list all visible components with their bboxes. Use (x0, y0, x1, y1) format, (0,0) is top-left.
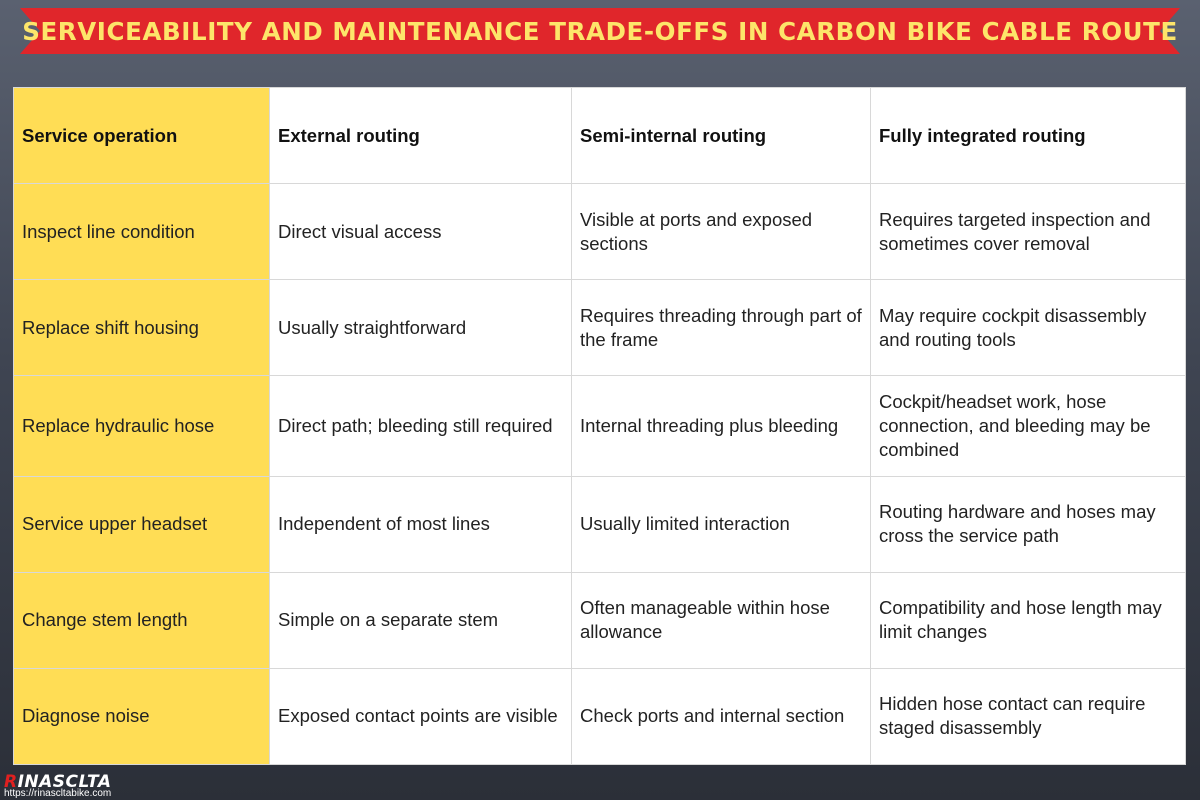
table-cell: Compatibility and hose length may limit … (870, 571, 1186, 669)
comparison-table-container: Service operation External routing Semi-… (13, 86, 1186, 766)
table-cell: Exposed contact points are visible (269, 667, 572, 766)
row-label: Replace hydraulic hose (13, 375, 270, 477)
page-title: SERVICEABILITY AND MAINTENANCE TRADE-OFF… (22, 16, 1178, 46)
table-row: Replace shift housing Usually straightfo… (13, 279, 1186, 377)
table-cell: Requires targeted inspection and sometim… (870, 183, 1186, 281)
row-label: Service upper headset (13, 475, 270, 573)
table-cell: Internal threading plus bleeding (571, 375, 871, 477)
table-cell: Hidden hose contact can require staged d… (870, 667, 1186, 766)
table-row: Inspect line condition Direct visual acc… (13, 183, 1186, 281)
row-label: Diagnose noise (13, 667, 270, 766)
logo-wordmark: RINASCLTA (4, 772, 111, 792)
row-label: Inspect line condition (13, 183, 270, 281)
brand-logo: RINASCLTA https://rinascltabike.com (4, 772, 144, 800)
table-cell: Check ports and internal section (571, 667, 871, 766)
table-cell: Cockpit/headset work, hose connection, a… (870, 375, 1186, 477)
logo-wordmark-rest: INASCLTA (17, 772, 112, 792)
table-cell: Simple on a separate stem (269, 571, 572, 669)
header-fully-integrated-routing: Fully integrated routing (870, 86, 1186, 185)
table-cell: Usually limited interaction (571, 475, 871, 573)
title-banner: SERVICEABILITY AND MAINTENANCE TRADE-OFF… (20, 8, 1180, 54)
header-semi-internal-routing: Semi-internal routing (571, 86, 871, 185)
table-cell: Routing hardware and hoses may cross the… (870, 475, 1186, 573)
table-cell: Direct visual access (269, 183, 572, 281)
table-row: Diagnose noise Exposed contact points ar… (13, 667, 1186, 766)
table-header-row: Service operation External routing Semi-… (13, 86, 1186, 185)
logo-wordmark-initial: R (4, 772, 18, 792)
table-cell: May require cockpit disassembly and rout… (870, 279, 1186, 377)
header-service-operation: Service operation (13, 86, 270, 185)
table-cell: Often manageable within hose allowance (571, 571, 871, 669)
row-label: Replace shift housing (13, 279, 270, 377)
banner-ribbon-shape (20, 8, 1180, 54)
table-row: Service upper headset Independent of mos… (13, 475, 1186, 573)
comparison-table: Service operation External routing Semi-… (13, 86, 1186, 766)
table-row: Change stem length Simple on a separate … (13, 571, 1186, 669)
table-cell: Independent of most lines (269, 475, 572, 573)
table-cell: Visible at ports and exposed sections (571, 183, 871, 281)
logo-url[interactable]: https://rinascltabike.com (4, 788, 112, 799)
table-row: Replace hydraulic hose Direct path; blee… (13, 375, 1186, 477)
header-external-routing: External routing (269, 86, 572, 185)
table-cell: Requires threading through part of the f… (571, 279, 871, 377)
table-cell: Usually straightforward (269, 279, 572, 377)
table-cell: Direct path; bleeding still required (269, 375, 572, 477)
row-label: Change stem length (13, 571, 270, 669)
